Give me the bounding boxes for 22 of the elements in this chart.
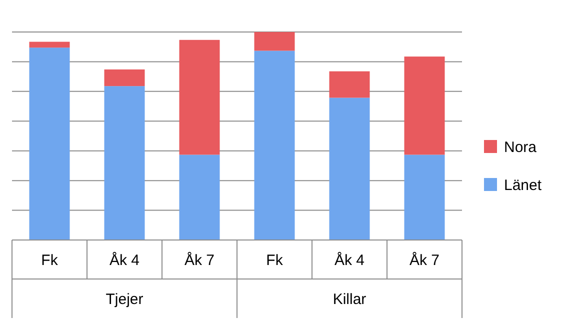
legend-label: Länet — [504, 177, 542, 194]
bar — [329, 98, 370, 240]
x-tick-label: Åk 7 — [184, 251, 215, 269]
text: Tjejer — [106, 291, 144, 308]
bar — [329, 71, 370, 98]
bar — [29, 42, 70, 48]
x-tick-label: Åk 4 — [334, 251, 365, 269]
x-tick-label: Fk — [266, 252, 284, 269]
legend-label: Nora — [504, 139, 538, 156]
bar — [104, 86, 145, 240]
bar — [254, 50, 295, 240]
x-tick-label: Åk 4 — [109, 251, 140, 269]
bar — [179, 40, 220, 155]
bar — [29, 48, 70, 240]
text: Killar — [332, 291, 366, 308]
bar — [179, 154, 220, 240]
x-tick-label: Åk 7 — [409, 251, 440, 269]
bar — [404, 154, 445, 240]
bar — [404, 56, 445, 155]
bar — [254, 32, 295, 51]
bar — [104, 69, 145, 86]
x-tick-label: Fk — [41, 252, 58, 269]
